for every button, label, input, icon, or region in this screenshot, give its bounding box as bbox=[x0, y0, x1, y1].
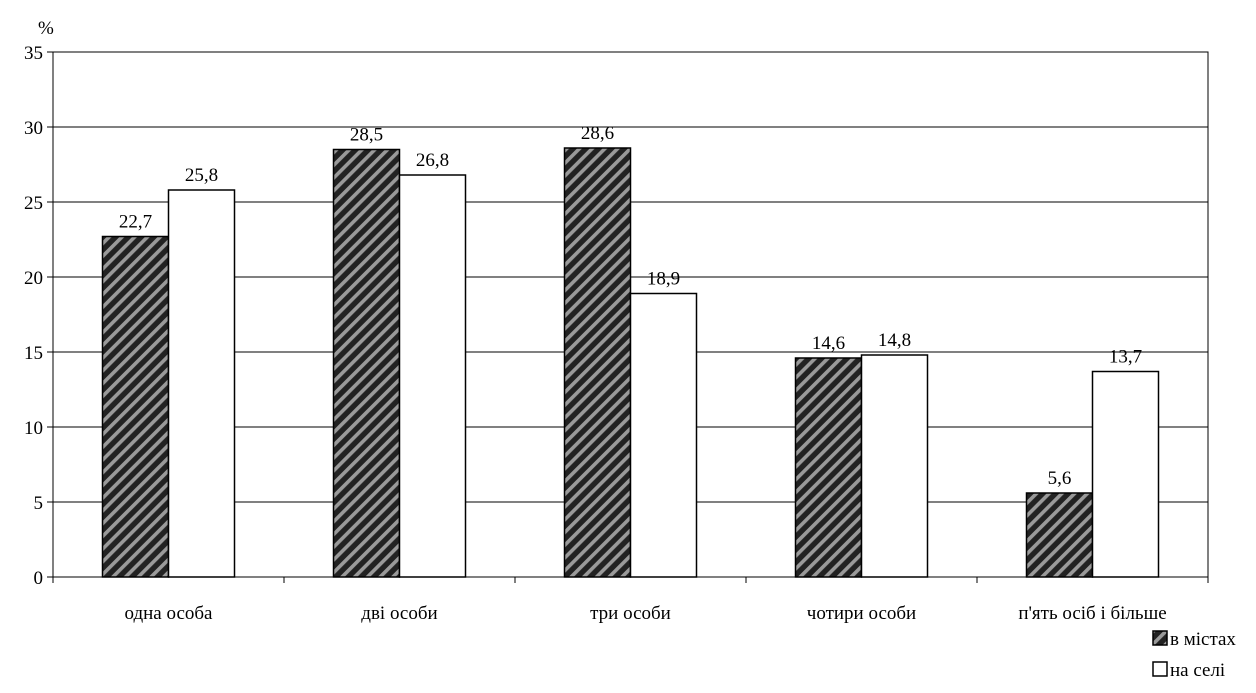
data-label: 25,8 bbox=[185, 165, 218, 186]
bar-village bbox=[860, 354, 929, 578]
data-label: 13,7 bbox=[1109, 347, 1142, 368]
category-label: п'ять осіб і більше bbox=[1018, 603, 1166, 624]
y-tick-label: 5 bbox=[34, 493, 44, 514]
bar-village bbox=[398, 174, 467, 578]
data-label: 14,8 bbox=[878, 330, 911, 351]
bar-city bbox=[332, 148, 401, 578]
category-label: дві особи bbox=[361, 603, 437, 624]
data-label: 22,7 bbox=[119, 212, 152, 233]
legend-swatch-village bbox=[1152, 661, 1168, 677]
bars bbox=[101, 147, 1160, 578]
bar-city bbox=[794, 357, 863, 578]
y-tick-label: 15 bbox=[24, 343, 43, 364]
data-label: 28,5 bbox=[350, 125, 383, 146]
data-label: 26,8 bbox=[416, 150, 449, 171]
y-axis-unit: % bbox=[38, 18, 54, 39]
legend-swatch-city bbox=[1152, 630, 1168, 646]
data-label: 28,6 bbox=[581, 123, 614, 144]
bar-city bbox=[563, 147, 632, 578]
y-tick-label: 30 bbox=[24, 118, 43, 139]
category-label: чотири особи bbox=[807, 603, 916, 624]
bar-city bbox=[101, 235, 170, 578]
legend: в містах на селі bbox=[1152, 629, 1236, 681]
legend-label: на селі bbox=[1170, 660, 1225, 681]
category-label: три особи bbox=[590, 603, 671, 624]
bar-village bbox=[167, 189, 236, 578]
y-tick-label: 10 bbox=[24, 418, 43, 439]
labels: одна особа 22,7 25,8 дві особи 28,5 26,8 три о… bbox=[119, 123, 1167, 624]
y-tick-label: 35 bbox=[24, 43, 43, 64]
bar-village bbox=[1091, 370, 1160, 578]
y-tick-label: 20 bbox=[24, 268, 43, 289]
bar-city bbox=[1025, 492, 1094, 578]
y-tick-label: 0 bbox=[34, 568, 44, 589]
y-tick-label: 25 bbox=[24, 193, 43, 214]
data-label: 18,9 bbox=[647, 269, 680, 290]
data-label: 14,6 bbox=[812, 333, 845, 354]
category-label: одна особа bbox=[125, 603, 214, 624]
axes: 0 5 10 15 20 25 30 35% bbox=[24, 18, 1209, 589]
data-label: 5,6 bbox=[1048, 468, 1072, 489]
bar-village bbox=[629, 292, 698, 578]
legend-label: в містах bbox=[1170, 629, 1236, 650]
